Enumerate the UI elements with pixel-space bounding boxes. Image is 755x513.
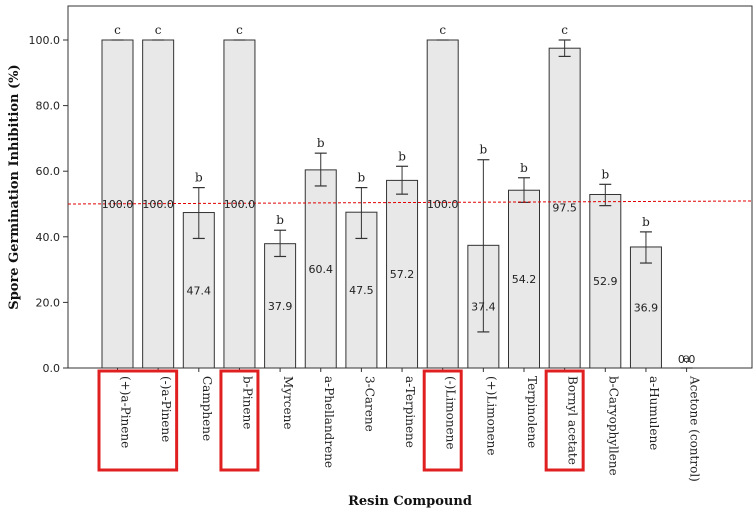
significance-letter: c [114,23,121,37]
bar [264,243,297,369]
x-category-label: (+)Limonene [484,376,498,456]
bar-value-label: 57.2 [390,268,415,281]
x-category-label: 3-Carene [362,376,376,432]
bar-value-label: 100.0 [102,198,134,211]
bar-value-label: 97.5 [552,201,577,214]
bar [548,47,581,369]
bar [426,39,459,369]
x-axis: (+)a-Pinene (-)a-Pinene Camphene b-Pinene My… [117,368,702,482]
bar-value-label: 52.9 [593,275,618,288]
x-category-label: b-Pinene [240,376,254,429]
significance-letter: b [480,143,488,157]
x-category-label: Acetone (control) [688,375,702,482]
bar-value-label: 100.0 [427,198,459,211]
bar-value-label: 47.4 [187,284,212,297]
significance-letter: a [683,351,690,365]
significance-letter: c [561,23,568,37]
x-category-label: Terpinolene [525,376,539,448]
y-tick-label: 80.0 [36,100,61,113]
significance-letter: b [398,149,406,163]
y-tick-label: 0.0 [43,362,61,375]
highlight-boxes [97,369,585,472]
bar [223,39,256,369]
significance-letters: c c b c b b b b c b b c b b a [114,23,690,365]
error-bars [111,39,693,369]
bar [589,193,622,369]
significance-letter: b [358,171,366,185]
x-category-label: a-Terpinene [403,376,417,448]
y-tick-label: 60.0 [36,165,61,178]
bar-value-label: 37.9 [268,300,293,313]
x-category-label: a-Humulene [647,376,661,450]
y-tick-label: 100.0 [29,34,61,47]
significance-letter: b [642,215,650,229]
bar-value-label: 100.0 [142,198,174,211]
significance-letter: b [520,161,528,175]
bar-value-label: 36.9 [634,301,659,314]
x-category-label: Camphene [200,376,214,441]
highlight-box [544,369,585,472]
bar [629,246,662,369]
bar-value-label: 60.4 [309,263,334,276]
x-category-label: Myrcene [281,376,295,429]
significance-letter: c [236,23,243,37]
x-category-label: (+)a-Pinene [119,376,133,448]
bar [101,39,134,369]
y-tick-label: 40.0 [36,231,61,244]
y-axis: 0.0 20.0 40.0 60.0 80.0 100.0 [29,34,68,375]
x-category-label: Bornyl acetate [566,376,580,465]
significance-letter: c [155,23,162,37]
x-category-label: (-)a-Pinene [159,376,173,442]
x-category-label: b-Caryophyllene [606,376,620,476]
y-axis-title: Spore Germination Inhibition (%) [7,64,22,309]
highlight-box [97,369,179,472]
reference-line-50 [67,200,753,205]
bar-value-labels: 100.0 100.0 47.4 100.0 37.9 60.4 47.5 57.2 100.0… [102,198,696,366]
reference-lines [67,200,753,205]
bar-value-label: 100.0 [224,198,256,211]
highlight-box [219,369,260,472]
highlight-box [422,369,463,472]
significance-letter: b [601,167,609,181]
bar-value-label: 37.4 [471,301,496,314]
significance-letter: b [195,171,203,185]
x-category-label: (-)Limonene [444,376,458,450]
bar-value-label: 54.2 [512,273,537,286]
y-tick-label: 20.0 [36,296,61,309]
significance-letter: b [317,136,325,150]
significance-letter: c [439,23,446,37]
bar-value-label: 0.0 [678,353,696,366]
x-axis-title: Resin Compound [348,494,472,509]
x-category-label: a-Phellandrene [322,376,336,468]
significance-letter: b [276,213,284,227]
bar-value-label: 47.5 [349,284,374,297]
